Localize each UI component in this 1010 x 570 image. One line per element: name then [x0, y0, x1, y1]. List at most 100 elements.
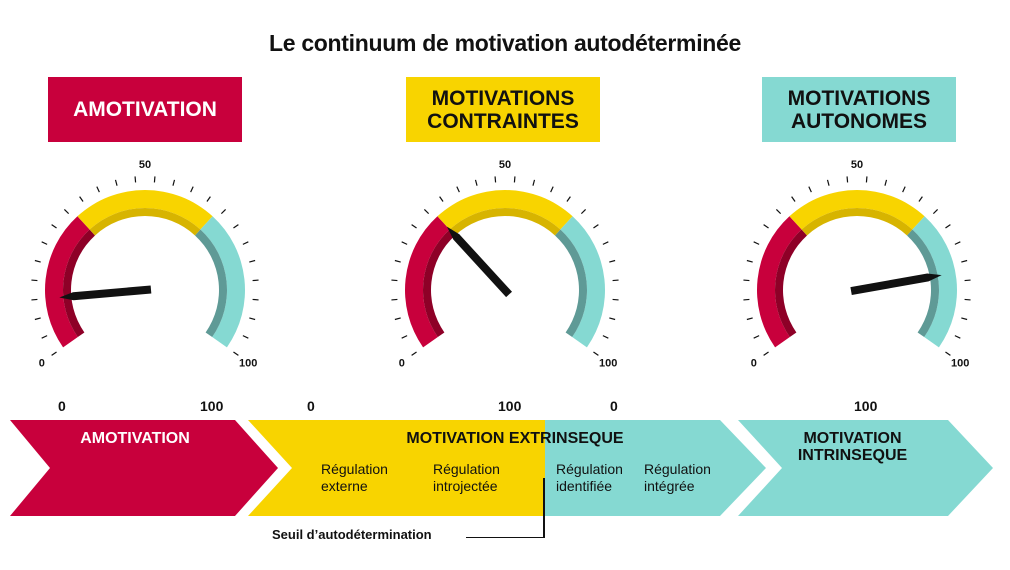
- gauge-tick: [550, 186, 554, 193]
- gauge-tick: [753, 241, 760, 245]
- page-title: Le continuum de motivation autodéterminé…: [268, 30, 742, 56]
- gauge-tick: [566, 196, 571, 202]
- gauge-tick: [753, 335, 760, 339]
- continuum-amotivation-label: AMOTIVATION: [80, 430, 190, 447]
- gauge-needle: [850, 273, 942, 295]
- gauge-amotivation: 0 50 100: [25, 150, 265, 385]
- regulation-integree: Régulation intégrée: [644, 461, 711, 495]
- gauge-tick: [172, 179, 176, 186]
- arrow-extrinseque-teal: [545, 420, 766, 516]
- gauge-mid-label: 50: [851, 159, 863, 171]
- gauge-tick: [401, 335, 408, 339]
- gauge-tick: [41, 241, 48, 245]
- gauge-tick: [865, 176, 868, 183]
- regulation-integree-line2: intégrée: [644, 478, 695, 494]
- gauge-tick: [602, 335, 609, 339]
- gauge-band-red: [44, 216, 90, 348]
- continuum-intrinseque-line2: INTRINSEQUE: [797, 447, 908, 464]
- gauge-tick: [609, 259, 616, 263]
- threshold-label: Seuil d’autodétermination: [272, 527, 432, 542]
- gauge-band-yellow: [789, 189, 925, 230]
- banner-contraintes-line1: MOTIVATIONS: [431, 86, 575, 110]
- gauge-tick: [439, 196, 444, 202]
- gauge-tick: [763, 224, 769, 229]
- banner-autonomes-line2: AUTONOMES: [790, 109, 928, 133]
- gauge-tick: [34, 259, 41, 263]
- scale-label-amotivation-max: 100: [200, 398, 224, 414]
- gauge-contraintes: 0 50 100: [385, 150, 625, 385]
- gauge-tick: [401, 241, 408, 245]
- gauge-band-yellow: [77, 189, 213, 230]
- gauge-band-inner-yellow: [801, 208, 913, 236]
- gauge-tick: [918, 196, 923, 202]
- gauge-band-teal: [912, 216, 957, 348]
- gauge-svg: 0 50 100: [743, 159, 971, 369]
- gauge-min-label: 0: [399, 357, 405, 369]
- gauge-tick: [474, 179, 478, 186]
- gauge-band-inner-red: [423, 229, 456, 338]
- continuum-intrinseque-line1: MOTIVATION: [803, 430, 902, 447]
- gauge-band-teal: [560, 216, 605, 348]
- gauge-tick: [945, 224, 951, 229]
- gauge-tick: [31, 298, 38, 301]
- gauge-tick: [593, 224, 599, 229]
- banner-amotivation: AMOTIVATION: [48, 77, 242, 142]
- gauge-max-label: 100: [239, 357, 257, 369]
- gauge-tick: [242, 241, 249, 245]
- gauge-needle: [446, 226, 513, 298]
- arrow-intrinseque: [738, 420, 993, 516]
- gauge-tick: [34, 317, 41, 321]
- arrow-amotivation: [10, 420, 278, 516]
- gauge-tick: [242, 335, 249, 339]
- gauge-band-teal: [200, 216, 245, 348]
- gauge-autonomes: 0 50 100: [737, 150, 977, 385]
- gauge-tick: [580, 208, 587, 215]
- regulation-externe-line1: Régulation: [321, 461, 388, 477]
- gauge-band-red: [757, 216, 802, 348]
- gauge-tick: [964, 279, 971, 282]
- regulation-identifiee-line2: identifiée: [556, 478, 613, 494]
- gauge-tick: [954, 241, 961, 245]
- gauge-band-inner-teal: [554, 229, 587, 338]
- gauge-mid-label: 50: [139, 159, 151, 171]
- gauge-tick: [746, 259, 753, 263]
- regulation-externe: Régulation externe: [321, 461, 388, 495]
- gauge-tick: [456, 186, 460, 193]
- gauge-band-inner-teal: [194, 229, 227, 338]
- gauge-tick: [63, 208, 70, 215]
- gauge-tick: [114, 179, 118, 186]
- gauge-band-red: [405, 216, 450, 348]
- gauge-tick: [808, 186, 812, 193]
- gauge-tick: [391, 279, 398, 282]
- gauge-tick: [961, 259, 968, 263]
- regulation-introjectee-line1: Régulation: [433, 461, 500, 477]
- regulation-integree-line1: Régulation: [644, 461, 711, 477]
- gauge-tick: [79, 196, 84, 202]
- scale-label-intrinseque-max: 100: [854, 398, 878, 414]
- gauge-tick: [902, 186, 906, 193]
- gauge-tick: [964, 298, 971, 301]
- gauge-tick: [394, 259, 401, 263]
- threshold-leader-line: [466, 537, 545, 538]
- gauge-mid-label: 50: [499, 159, 511, 171]
- gauge-tick: [945, 351, 951, 356]
- gauge-tick: [31, 279, 38, 282]
- gauge-tick: [609, 317, 616, 321]
- gauge-tick: [51, 224, 57, 229]
- gauge-tick: [423, 208, 430, 215]
- continuum-intrinseque-label: MOTIVATION INTRINSEQUE: [780, 430, 925, 464]
- gauge-tick: [602, 241, 609, 245]
- gauge-tick: [206, 196, 211, 202]
- banner-motivations-contraintes: MOTIVATIONS CONTRAINTES: [406, 77, 600, 142]
- regulation-introjectee: Régulation introjectée: [433, 461, 500, 495]
- gauge-band-inner-yellow: [89, 208, 201, 236]
- gauge-tick: [249, 317, 256, 321]
- gauge-tick: [884, 179, 888, 186]
- gauge-tick: [513, 176, 516, 183]
- gauge-tick: [593, 351, 599, 356]
- gauge-tick: [775, 208, 782, 215]
- gauge-tick: [411, 351, 417, 356]
- gauge-tick: [252, 279, 259, 282]
- regulation-externe-line2: externe: [321, 478, 368, 494]
- gauge-tick: [41, 335, 48, 339]
